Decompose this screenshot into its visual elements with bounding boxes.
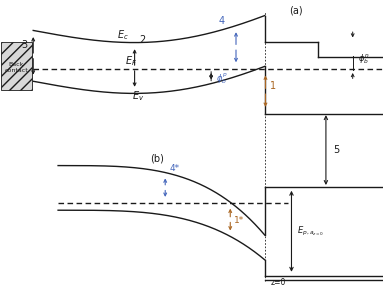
Bar bbox=[1, 42, 32, 90]
Text: $E_{p,a_{z=0}}$: $E_{p,a_{z=0}}$ bbox=[297, 225, 324, 238]
Text: 3: 3 bbox=[21, 40, 27, 50]
Text: Back
contact: Back contact bbox=[5, 62, 28, 73]
Text: 1: 1 bbox=[270, 81, 276, 91]
Text: 2: 2 bbox=[139, 35, 146, 45]
Text: 4: 4 bbox=[219, 16, 225, 26]
Text: 4*: 4* bbox=[170, 164, 180, 173]
Text: $E_c$: $E_c$ bbox=[117, 28, 129, 42]
Text: $E_F$: $E_F$ bbox=[125, 54, 137, 68]
Text: $\phi_b^n$: $\phi_b^n$ bbox=[358, 53, 370, 66]
Text: $\phi_b^p$: $\phi_b^p$ bbox=[216, 71, 227, 86]
Text: 5: 5 bbox=[334, 145, 340, 155]
Text: $E_v$: $E_v$ bbox=[132, 90, 144, 103]
Text: (b): (b) bbox=[150, 154, 164, 164]
Text: (a): (a) bbox=[290, 5, 303, 15]
Text: 1*: 1* bbox=[234, 216, 244, 225]
Text: z=0: z=0 bbox=[270, 278, 286, 287]
